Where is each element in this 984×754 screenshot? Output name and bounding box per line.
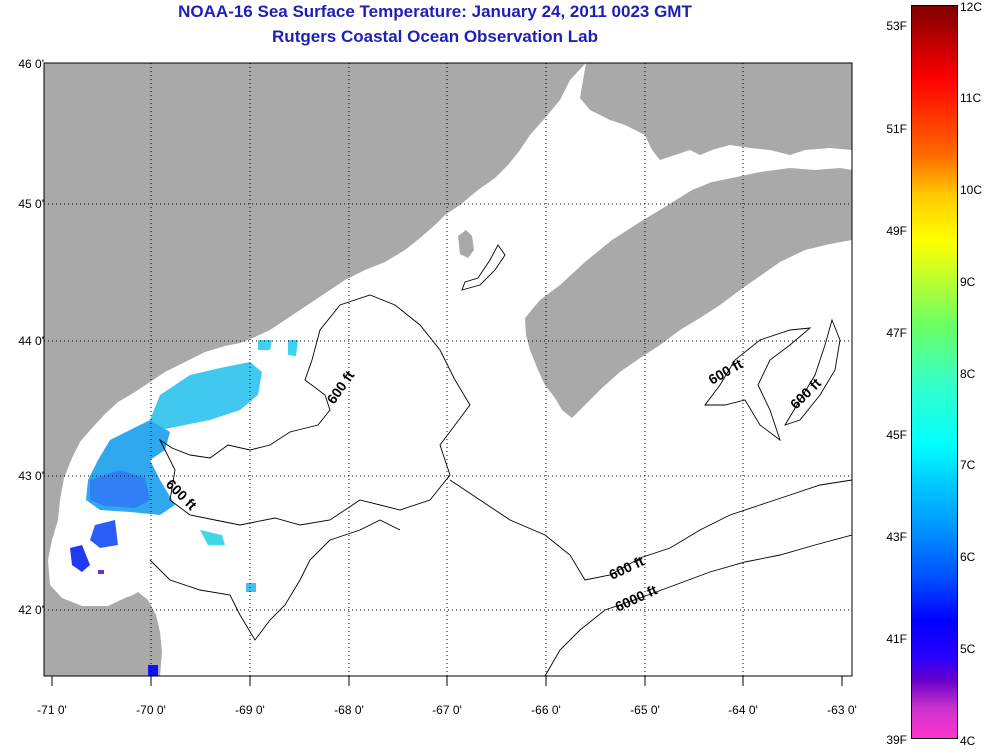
celsius-tick: 11C bbox=[960, 91, 982, 105]
nova-scotia bbox=[525, 168, 852, 418]
longitude-label: -67 0' bbox=[432, 703, 462, 717]
longitude-label: -68 0' bbox=[334, 703, 364, 717]
celsius-tick: 12C bbox=[960, 0, 983, 14]
temperature-colorbar bbox=[911, 5, 958, 739]
fahrenheit-tick: 45F bbox=[886, 428, 907, 442]
longitude-label: -63 0' bbox=[827, 703, 857, 717]
depth-contours bbox=[149, 244, 852, 676]
axis-ticks bbox=[51, 676, 843, 686]
longitude-label: -66 0' bbox=[531, 703, 561, 717]
celsius-tick: 10C bbox=[960, 183, 983, 197]
map-frame bbox=[43, 62, 853, 677]
grand-manan-island bbox=[458, 230, 474, 258]
map-title: NOAA-16 Sea Surface Temperature: January… bbox=[178, 2, 692, 21]
longitude-label: -69 0' bbox=[235, 703, 265, 717]
longitude-label: -65 0' bbox=[630, 703, 660, 717]
minas-basin bbox=[600, 158, 710, 205]
celsius-tick: 8C bbox=[960, 367, 976, 381]
sst-data-pixels bbox=[70, 340, 298, 676]
latitude-label: 46 0' bbox=[18, 57, 44, 71]
fahrenheit-tick: 49F bbox=[886, 224, 907, 238]
graticule bbox=[44, 63, 852, 676]
cape-cod bbox=[108, 592, 162, 676]
fahrenheit-tick: 43F bbox=[886, 530, 907, 544]
longitude-label: -64 0' bbox=[728, 703, 758, 717]
longitude-label: -71 0' bbox=[37, 703, 67, 717]
fahrenheit-tick: 53F bbox=[886, 19, 907, 33]
celsius-tick: 6C bbox=[960, 550, 976, 564]
fahrenheit-tick: 51F bbox=[886, 122, 907, 136]
latitude-label: 45 0' bbox=[18, 197, 44, 211]
latitude-label: 42 0' bbox=[18, 603, 44, 617]
fahrenheit-tick: 47F bbox=[886, 326, 907, 340]
new-brunswick bbox=[580, 63, 852, 160]
fahrenheit-tick: 41F bbox=[886, 632, 907, 646]
mainland-landmass bbox=[44, 63, 586, 676]
longitude-label: -70 0' bbox=[136, 703, 166, 717]
map-subtitle: Rutgers Coastal Ocean Observation Lab bbox=[272, 27, 598, 46]
latitude-label: 44 0' bbox=[18, 334, 44, 348]
celsius-tick: 9C bbox=[960, 275, 976, 289]
celsius-tick: 7C bbox=[960, 458, 976, 472]
celsius-tick: 5C bbox=[960, 642, 976, 656]
latitude-label: 43 0' bbox=[18, 469, 44, 483]
fahrenheit-tick: 39F bbox=[886, 733, 907, 747]
celsius-tick: 4C bbox=[960, 734, 976, 748]
